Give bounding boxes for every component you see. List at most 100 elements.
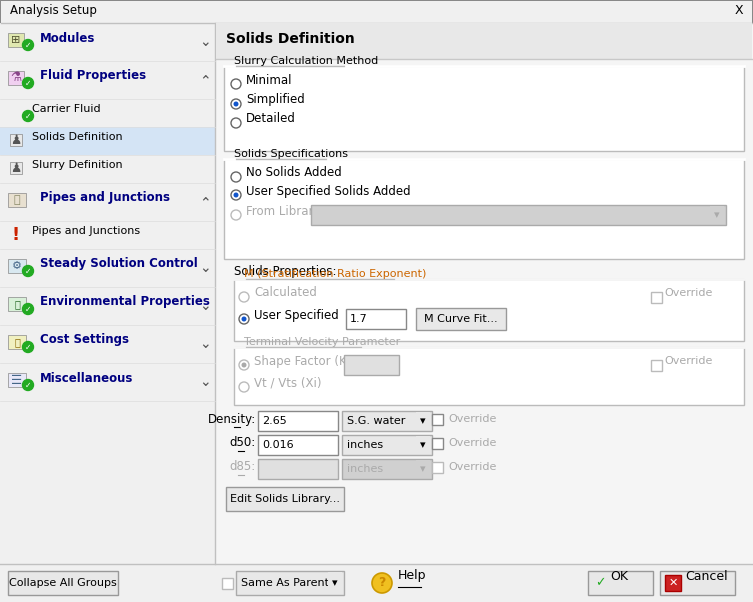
- Text: OK: OK: [610, 569, 628, 583]
- Text: From Library: From Library: [246, 205, 321, 217]
- Bar: [416, 412, 430, 430]
- Bar: [432, 438, 444, 448]
- Text: ⌃: ⌃: [200, 195, 211, 209]
- Circle shape: [239, 382, 249, 392]
- Bar: [432, 462, 444, 473]
- Circle shape: [231, 99, 241, 109]
- FancyBboxPatch shape: [660, 571, 735, 595]
- Text: Override: Override: [448, 462, 496, 472]
- Text: Edit Solids Library...: Edit Solids Library...: [230, 494, 340, 504]
- Text: Minimal: Minimal: [246, 73, 292, 87]
- Bar: [0, 183, 215, 221]
- Bar: [346, 309, 406, 329]
- Text: Cost Settings: Cost Settings: [40, 334, 129, 347]
- Text: Detailed: Detailed: [246, 113, 296, 125]
- Bar: [224, 159, 744, 259]
- Bar: [224, 66, 744, 151]
- Bar: [8, 193, 26, 207]
- Text: ☰: ☰: [11, 373, 23, 386]
- Circle shape: [23, 265, 33, 276]
- Bar: [432, 414, 444, 424]
- Text: ✓: ✓: [25, 267, 31, 276]
- Circle shape: [233, 193, 239, 197]
- Text: 🌍: 🌍: [14, 299, 20, 309]
- Text: Override: Override: [448, 438, 496, 448]
- Text: Help: Help: [398, 569, 426, 583]
- Text: 💰: 💰: [14, 337, 20, 347]
- Text: ✓: ✓: [25, 343, 31, 352]
- Text: Collapse All Groups: Collapse All Groups: [9, 578, 117, 588]
- Bar: [665, 575, 681, 591]
- Text: Override: Override: [664, 288, 712, 298]
- Text: Density:: Density:: [208, 412, 256, 426]
- Text: Same As Parent: Same As Parent: [241, 578, 329, 588]
- Text: ▾: ▾: [420, 440, 425, 450]
- Circle shape: [239, 314, 249, 324]
- Circle shape: [23, 379, 33, 391]
- Bar: [342, 459, 432, 479]
- Text: Carrier Fluid: Carrier Fluid: [32, 104, 101, 114]
- Text: User Specified: User Specified: [254, 308, 339, 321]
- Text: Shape Factor (K): Shape Factor (K): [254, 355, 351, 367]
- Text: Solids Definition: Solids Definition: [226, 32, 355, 46]
- Bar: [236, 571, 344, 595]
- Text: ✓: ✓: [595, 577, 605, 589]
- Circle shape: [239, 360, 249, 370]
- Circle shape: [242, 362, 246, 367]
- Bar: [0, 61, 215, 99]
- Circle shape: [231, 190, 241, 200]
- Bar: [344, 355, 399, 375]
- Text: X: X: [735, 4, 743, 17]
- FancyBboxPatch shape: [416, 308, 506, 330]
- Text: ⬜: ⬜: [14, 195, 20, 205]
- Text: d50:: d50:: [230, 436, 256, 450]
- Text: Solids Definition: Solids Definition: [32, 132, 123, 142]
- Bar: [258, 459, 338, 479]
- Circle shape: [23, 78, 33, 88]
- Bar: [0, 99, 215, 127]
- Text: Solids Properties:: Solids Properties:: [234, 265, 337, 278]
- Bar: [416, 460, 430, 478]
- Text: ⌄: ⌄: [200, 337, 211, 351]
- Bar: [0, 287, 215, 325]
- Text: ⌄: ⌄: [200, 35, 211, 49]
- Text: ⌄: ⌄: [200, 261, 211, 275]
- Circle shape: [231, 210, 241, 220]
- Circle shape: [23, 40, 33, 51]
- Text: S.G. water: S.G. water: [347, 416, 405, 426]
- Bar: [0, 363, 215, 401]
- Text: ✓: ✓: [25, 78, 31, 87]
- Text: ⚗: ⚗: [11, 72, 22, 84]
- Bar: [0, 23, 215, 61]
- Text: Miscellaneous: Miscellaneous: [40, 371, 133, 385]
- Circle shape: [231, 118, 241, 128]
- Bar: [8, 373, 26, 387]
- Bar: [234, 279, 744, 341]
- Bar: [342, 411, 432, 431]
- Bar: [0, 221, 215, 249]
- Bar: [8, 297, 26, 311]
- FancyBboxPatch shape: [8, 571, 118, 595]
- Circle shape: [239, 292, 249, 302]
- Bar: [328, 572, 342, 594]
- Text: Simplified: Simplified: [246, 93, 305, 107]
- Text: Pipes and Junctions: Pipes and Junctions: [32, 226, 140, 236]
- Bar: [0, 564, 753, 602]
- Text: Override: Override: [448, 414, 496, 424]
- Text: M Curve Fit...: M Curve Fit...: [424, 314, 498, 324]
- Bar: [222, 577, 233, 589]
- Bar: [10, 134, 22, 146]
- Text: Analysis Setup: Analysis Setup: [10, 4, 97, 17]
- Text: No Solids Added: No Solids Added: [246, 167, 342, 179]
- Text: User Specified Solids Added: User Specified Solids Added: [246, 184, 410, 197]
- Text: Slurry Definition: Slurry Definition: [32, 160, 123, 170]
- Circle shape: [23, 341, 33, 353]
- Bar: [1, 1, 752, 23]
- Bar: [0, 23, 215, 564]
- Bar: [651, 359, 663, 370]
- Text: ▾: ▾: [420, 416, 425, 426]
- Text: Modules: Modules: [40, 31, 96, 45]
- Text: Steady Solution Control: Steady Solution Control: [40, 258, 198, 270]
- Bar: [258, 411, 338, 431]
- Text: 2.65: 2.65: [262, 416, 287, 426]
